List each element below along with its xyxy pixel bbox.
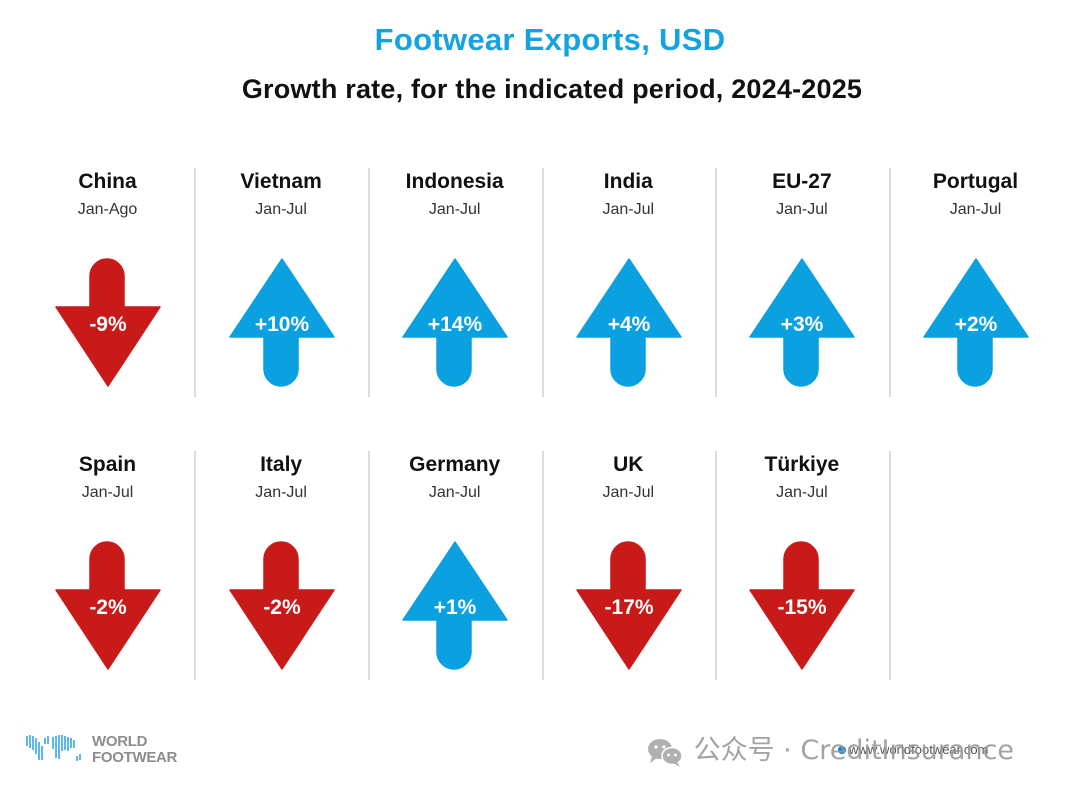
- growth-value-label: -9%: [89, 313, 127, 336]
- arrow-up-shape: [923, 258, 1029, 387]
- logo-line-2: FOOTWEAR: [92, 749, 178, 766]
- growth-value-label: +1%: [434, 596, 477, 619]
- country-cell: Portugal Jan-Jul +2%: [889, 170, 1062, 410]
- country-cell: India Jan-Jul +4%: [542, 170, 715, 410]
- period-label: Jan-Jul: [949, 201, 1002, 218]
- chart-title: Footwear Exports, USD: [374, 22, 726, 57]
- watermark: 公众号 · CreditInsurance: [645, 728, 1014, 768]
- country-cell: Spain Jan-Jul -2%: [21, 453, 194, 693]
- arrow-down-shape: [55, 541, 161, 670]
- period-label: Jan-Jul: [81, 484, 134, 501]
- column-divider: [889, 451, 891, 680]
- wechat-icon: [648, 738, 683, 767]
- column-divider: [715, 451, 717, 680]
- period-label: Jan-Ago: [77, 201, 138, 218]
- period-label: Jan-Jul: [602, 484, 655, 501]
- growth-value-label: -2%: [263, 596, 301, 619]
- country-cell: Vietnam Jan-Jul +10%: [195, 170, 368, 410]
- country-name: Vietnam: [240, 170, 322, 193]
- country-name: India: [603, 170, 653, 193]
- arrow-up-shape: [402, 258, 508, 387]
- world-footwear-logo: WORLD FOOTWEAR: [22, 732, 222, 772]
- world-map-icon: [26, 735, 81, 761]
- arrow-down-icon: -9%: [55, 258, 161, 387]
- country-name: Türkiye: [764, 453, 840, 476]
- arrow-up-icon: +1%: [402, 541, 508, 670]
- column-divider: [368, 451, 370, 680]
- arrow-down-shape: [749, 541, 856, 670]
- watermark-text: 公众号 · CreditInsurance: [693, 735, 1015, 766]
- country-cell: China Jan-Ago -9%: [21, 170, 194, 410]
- country-cell: UK Jan-Jul -17%: [542, 453, 715, 693]
- logo-line-1: WORLD: [92, 733, 148, 750]
- arrow-down-shape: [55, 258, 161, 387]
- country-name: UK: [613, 453, 644, 476]
- arrow-up-icon: +14%: [402, 258, 508, 387]
- country-cell: Italy Jan-Jul -2%: [195, 453, 368, 693]
- arrow-down-shape: [576, 541, 682, 670]
- arrow-down-icon: -15%: [749, 541, 856, 670]
- country-name: EU-27: [772, 170, 832, 193]
- country-name: China: [78, 170, 137, 193]
- country-name: Spain: [78, 453, 137, 476]
- chart-subtitle: Growth rate, for the indicated period, 2…: [241, 74, 863, 104]
- country-cell: Türkiye Jan-Jul -15%: [715, 453, 888, 693]
- period-label: Jan-Jul: [255, 201, 307, 218]
- arrow-up-icon: +10%: [228, 258, 335, 387]
- country-cell: Germany Jan-Jul +1%: [368, 453, 541, 693]
- period-label: Jan-Jul: [602, 201, 655, 218]
- country-name: Indonesia: [405, 170, 504, 193]
- arrow-up-shape: [402, 541, 508, 670]
- growth-value-label: -2%: [89, 596, 127, 619]
- country-name: Portugal: [932, 170, 1019, 193]
- arrow-up-shape: [749, 258, 856, 387]
- country-name: Italy: [260, 453, 303, 476]
- arrow-up-icon: +2%: [923, 258, 1029, 387]
- arrow-up-shape: [228, 258, 335, 387]
- growth-value-label: +10%: [254, 313, 309, 336]
- bullet-icon: [838, 746, 846, 754]
- arrow-down-icon: -2%: [228, 541, 335, 670]
- column-divider: [889, 168, 891, 397]
- arrow-down-shape: [228, 541, 335, 670]
- website-url[interactable]: www.worldfootwear.com: [838, 742, 988, 757]
- arrow-down-icon: -2%: [55, 541, 161, 670]
- column-divider: [715, 168, 717, 397]
- column-divider: [542, 451, 544, 680]
- arrow-up-shape: [576, 258, 682, 387]
- growth-value-label: -17%: [604, 596, 653, 619]
- growth-value-label: +14%: [428, 313, 483, 336]
- country-cell: Indonesia Jan-Jul +14%: [368, 170, 541, 410]
- period-label: Jan-Jul: [428, 484, 481, 501]
- arrow-down-icon: -17%: [576, 541, 682, 670]
- period-label: Jan-Jul: [428, 201, 481, 218]
- column-divider: [194, 451, 196, 680]
- growth-value-label: -15%: [778, 596, 827, 619]
- arrow-up-icon: +4%: [576, 258, 682, 387]
- column-divider: [542, 168, 544, 397]
- period-label: Jan-Jul: [255, 484, 307, 501]
- country-cell: EU-27 Jan-Jul +3%: [715, 170, 888, 410]
- period-label: Jan-Jul: [776, 201, 828, 218]
- period-label: Jan-Jul: [776, 484, 828, 501]
- country-name: Germany: [409, 453, 501, 476]
- growth-value-label: +2%: [955, 313, 998, 336]
- column-divider: [194, 168, 196, 397]
- column-divider: [368, 168, 370, 397]
- growth-value-label: +4%: [607, 313, 650, 336]
- arrow-up-icon: +3%: [749, 258, 856, 387]
- growth-value-label: +3%: [781, 313, 824, 336]
